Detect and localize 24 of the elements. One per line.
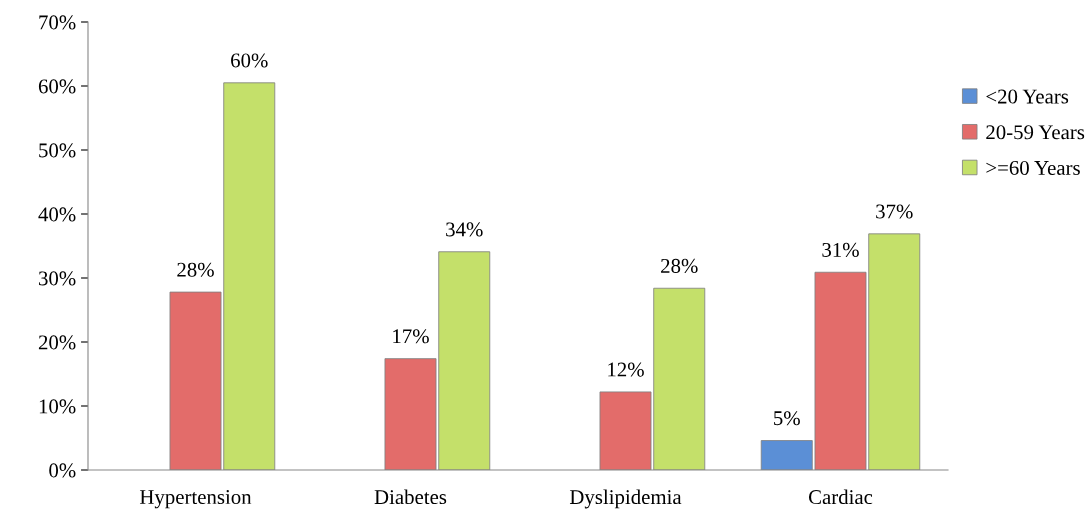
y-tick-label: 30% bbox=[39, 271, 76, 286]
y-tick-label: 70% bbox=[39, 15, 76, 30]
legend-label: >=60 Years bbox=[986, 160, 1080, 175]
x-tick-label: Dyslipidemia bbox=[569, 489, 682, 509]
x-tick-label: Cardiac bbox=[808, 489, 873, 505]
x-tick-label: Diabetes bbox=[374, 489, 447, 505]
y-tick-label: 10% bbox=[39, 399, 76, 414]
data-label: 31% bbox=[822, 242, 859, 257]
y-tick-label: 20% bbox=[38, 335, 76, 350]
y-tick-label: 60% bbox=[38, 79, 76, 94]
y-tick-label: 50% bbox=[39, 143, 76, 158]
data-label: 60% bbox=[231, 53, 268, 68]
data-label: 28% bbox=[661, 258, 698, 273]
data-label: 28% bbox=[177, 262, 214, 277]
legend-label: 20-59 Years bbox=[986, 125, 1085, 140]
data-label: 5% bbox=[774, 411, 800, 426]
data-label: 34% bbox=[446, 222, 483, 237]
data-label: 17% bbox=[393, 329, 429, 344]
y-tick-label: 0% bbox=[49, 463, 76, 478]
data-label: 12% bbox=[608, 362, 644, 377]
data-label: 37% bbox=[876, 204, 913, 219]
y-tick-label: 40% bbox=[38, 207, 76, 222]
legend-label: <20 Years bbox=[986, 89, 1069, 104]
x-tick-label: Hypertension bbox=[139, 490, 252, 509]
